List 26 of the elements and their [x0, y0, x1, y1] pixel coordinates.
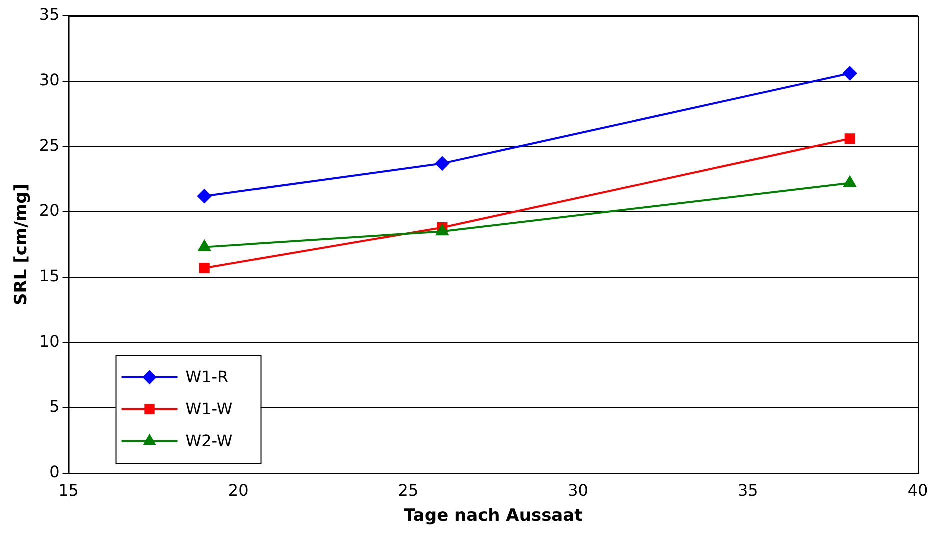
y-tick-label: 35 — [39, 5, 60, 24]
y-tick-label: 0 — [50, 462, 60, 482]
y-tick-label: 20 — [39, 201, 60, 220]
y-tick-label: 25 — [39, 136, 60, 155]
point — [435, 156, 450, 171]
x-axis-title: Tage nach Aussaat — [404, 506, 583, 526]
point — [198, 240, 211, 252]
x-tick-label: 35 — [738, 481, 758, 500]
point — [436, 224, 449, 236]
x-tick-label: 40 — [908, 481, 928, 500]
y-tick-label: 30 — [39, 70, 60, 90]
y-tick-label: 10 — [39, 332, 60, 351]
y-tick-label: 5 — [50, 397, 60, 416]
point — [199, 262, 210, 274]
y-axis-title: SRL [cm/mg] — [12, 184, 32, 306]
point — [844, 176, 856, 188]
point — [198, 189, 212, 204]
point — [844, 134, 856, 144]
x-tick-label: 25 — [398, 481, 419, 500]
x-tick-label: 20 — [228, 481, 249, 500]
legend-label: W1-R — [186, 368, 229, 387]
point — [843, 66, 858, 80]
legend-label: W2-W — [186, 432, 233, 451]
legend-label: W1-W — [186, 400, 233, 419]
x-tick-label: 30 — [568, 481, 588, 500]
y-tick-label: 15 — [39, 266, 60, 286]
